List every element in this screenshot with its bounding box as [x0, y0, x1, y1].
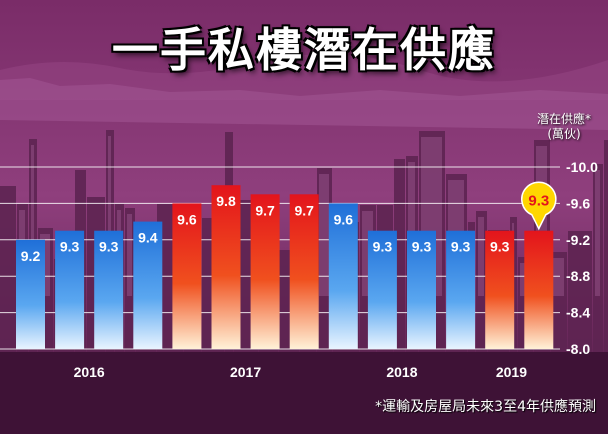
y-tick-label: -8.0	[566, 341, 590, 357]
bar-value-label: 9.6	[334, 211, 354, 227]
y-tick-label: -9.2	[566, 232, 590, 248]
bar	[16, 239, 45, 349]
y-tick-label: -8.8	[566, 268, 590, 284]
bar-value-label: 9.7	[255, 202, 275, 218]
year-label: 2018	[386, 364, 417, 380]
bar	[407, 230, 436, 349]
y-tick-label: -8.4	[566, 305, 590, 321]
year-label: 2016	[74, 364, 105, 380]
bar	[172, 203, 202, 349]
bar-value-label: 9.3	[451, 239, 471, 255]
highlighted-value-label: 9.3	[528, 193, 549, 210]
bar-value-label: 9.3	[490, 239, 510, 255]
bar	[211, 185, 241, 349]
bar-value-label: 9.3	[373, 239, 393, 255]
bar	[328, 203, 358, 349]
bar	[133, 221, 163, 349]
data-labels: 9.2 9.3 9.3 9.4 9.6 9.8 9.7 9.7 9.6 9.3 9.3 9.3 9.3	[21, 193, 510, 264]
bar-value-label: 9.3	[412, 239, 432, 255]
bar-value-label: 9.2	[21, 248, 41, 264]
y-tick-label: -10.0	[566, 159, 598, 175]
chart-title: 一手私樓潛在供應	[112, 23, 496, 77]
bar-value-label: 9.6	[177, 211, 197, 227]
bar-series	[16, 185, 554, 349]
bar-value-label: 9.3	[60, 239, 80, 255]
y-axis-label: 潛在供應* (萬伙)	[520, 112, 608, 142]
bar-value-label: 9.3	[99, 239, 119, 255]
bar	[446, 230, 476, 349]
year-label: 2017	[230, 364, 261, 380]
bar	[94, 230, 124, 349]
x-axis-year-labels: 2016 2017 2018 2019	[74, 364, 528, 380]
y-tick-label: -9.6	[566, 195, 590, 211]
highlight-callout: 9.3	[521, 181, 557, 231]
bar-value-label: 9.4	[138, 230, 158, 246]
y-axis-ticks: -10.0 -9.6 -9.2 -8.8 -8.4 -8.0	[566, 159, 598, 357]
y-axis-label-line-1: 潛在供應*	[536, 112, 591, 126]
bar	[55, 230, 85, 349]
bar	[289, 194, 319, 349]
year-label: 2019	[496, 364, 527, 380]
y-axis-label-line-2: (萬伙)	[547, 127, 581, 141]
bar-value-label: 9.7	[294, 202, 314, 218]
callout-bubble	[521, 181, 557, 231]
bar	[485, 230, 515, 349]
bar	[367, 230, 397, 349]
bar-value-label: 9.8	[216, 193, 236, 209]
footnote: *運輸及房屋局未來3至4年供應預測	[375, 399, 596, 415]
bar	[250, 194, 280, 349]
bar	[524, 230, 554, 349]
